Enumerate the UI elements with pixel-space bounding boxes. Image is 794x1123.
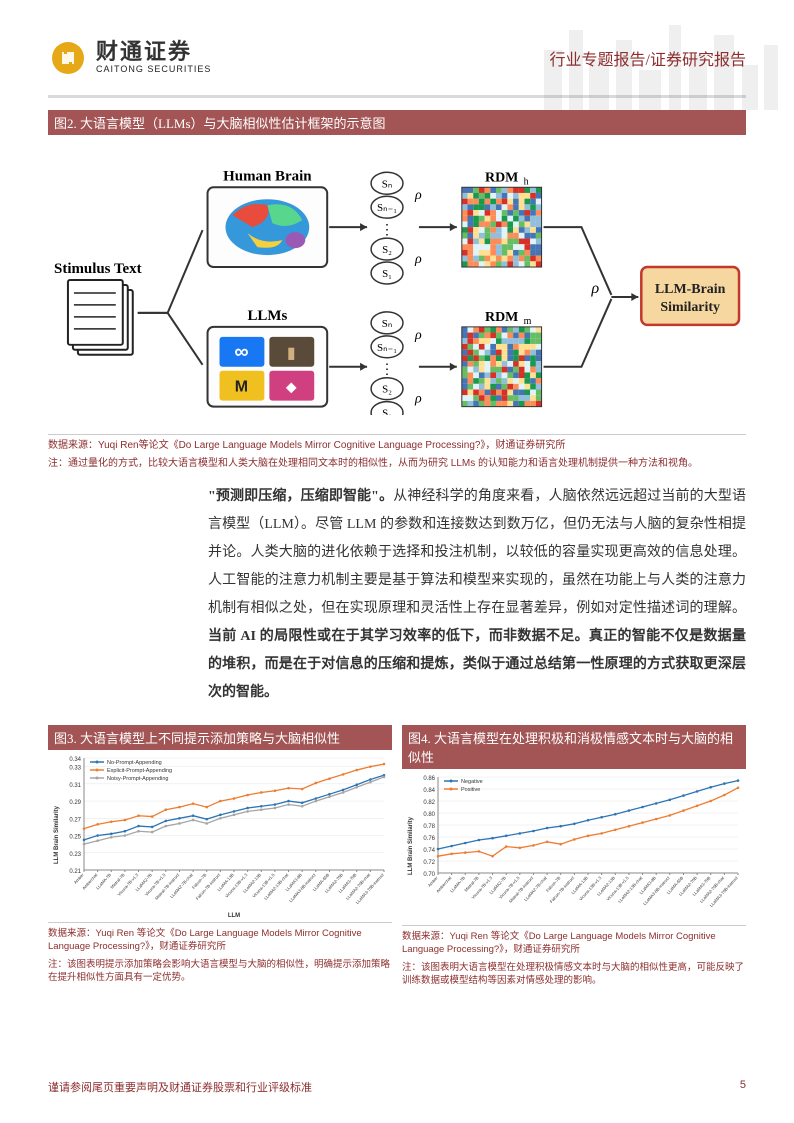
page-number: 5 [740,1079,746,1095]
svg-text:ρ: ρ [414,392,422,407]
figure4-chart: 0.700.720.740.760.780.800.820.840.86Ambe… [402,769,746,923]
figure2-diagram: Stimulus Text Human Brain LLMs ∞ ▮ M ◆ Sₙ Sₙ₋₁ ⋮ S… [48,135,746,432]
svg-text:h: h [524,176,529,187]
svg-text:LLM Brain Similarity: LLM Brain Similarity [408,816,414,875]
svg-text:⋮: ⋮ [380,361,394,377]
logo-icon [48,38,88,78]
svg-text:0.23: 0.23 [69,852,81,858]
svg-text:Sₙ: Sₙ [382,318,392,330]
svg-text:0.34: 0.34 [69,757,81,763]
svg-text:m: m [524,316,532,327]
svg-text:0.72: 0.72 [423,860,435,866]
figure3-note: 注：该图表明提示添加策略会影响大语言模型与大脑的相似性，明确提示添加策略在提升相… [48,958,392,985]
header-right: 行业专题报告/证券研究报告 [550,46,746,70]
figure4-title: 图4. 大语言模型在处理积极和消极情感文本时与大脑的相似性 [402,725,746,769]
figure2-source: 数据来源：Yuqi Ren等论文《Do Large Language Model… [48,439,746,453]
svg-text:Similarity: Similarity [660,300,720,315]
svg-text:Stimulus Text: Stimulus Text [54,261,142,277]
svg-text:0.78: 0.78 [423,824,435,830]
svg-text:0.80: 0.80 [423,812,435,818]
svg-text:Sₙ: Sₙ [382,178,392,190]
svg-text:∞: ∞ [234,341,248,363]
svg-text:0.33: 0.33 [69,766,81,772]
svg-text:0.76: 0.76 [423,836,435,842]
svg-text:0.27: 0.27 [69,817,81,823]
logo-cn: 财通证券 [96,40,211,64]
svg-text:▮: ▮ [287,345,296,362]
figure3-source: 数据来源：Yuqi Ren 等论文《Do Large Language Mode… [48,927,392,954]
svg-text:S₂: S₂ [382,244,392,256]
svg-text:0.25: 0.25 [69,835,81,841]
svg-text:Explicit-Prompt-Appending: Explicit-Prompt-Appending [107,768,172,774]
svg-text:Negative: Negative [461,779,483,785]
svg-text:No-Prompt-Appending: No-Prompt-Appending [107,760,162,766]
svg-text:0.84: 0.84 [423,788,435,794]
footer-disclaimer: 谨请参阅尾页重要声明及财通证券股票和行业评级标准 [48,1079,312,1095]
svg-text:0.82: 0.82 [423,800,435,806]
figure2-note: 注：通过量化的方式，比较大语言模型和人类大脑在处理相同文本时的相似性，从而为研究… [48,457,746,471]
logo-en: CAITONG SECURITIES [96,65,211,75]
svg-text:ρ: ρ [414,328,422,343]
svg-text:0.86: 0.86 [423,776,435,782]
svg-text:S₁: S₁ [382,408,392,415]
svg-text:◆: ◆ [286,379,297,395]
svg-text:Sₙ₋₁: Sₙ₋₁ [377,202,397,214]
svg-text:S₂: S₂ [382,384,392,396]
svg-text:Sₙ₋₁: Sₙ₋₁ [377,342,397,354]
logo-block: 财通证券 CAITONG SECURITIES [48,38,211,78]
svg-text:Human Brain: Human Brain [223,168,312,184]
figure3-chart: 0.210.230.250.270.290.310.330.34AmberAmb… [48,750,392,920]
svg-text:ρ: ρ [414,252,422,267]
svg-text:M: M [235,379,248,396]
svg-text:⋮: ⋮ [380,221,394,237]
svg-text:RDM: RDM [485,310,518,325]
figure4-source: 数据来源：Yuqi Ren 等论文《Do Large Language Mode… [402,930,746,957]
figure2-title: 图2. 大语言模型（LLMs）与大脑相似性估计框架的示意图 [48,110,746,135]
svg-text:0.31: 0.31 [69,783,81,789]
figure4-note: 注：该图表明大语言模型在处理积极情感文本时与大脑的相似性更高，可能反映了训练数据… [402,961,746,988]
svg-text:0.29: 0.29 [69,800,81,806]
svg-text:S₁: S₁ [382,268,392,280]
svg-text:Noisy-Prompt-Appending: Noisy-Prompt-Appending [107,776,168,782]
svg-text:ρ: ρ [590,280,599,297]
figure3-title: 图3. 大语言模型上不同提示添加策略与大脑相似性 [48,725,392,750]
svg-text:Positive: Positive [461,787,480,793]
svg-text:LLM-Brain: LLM-Brain [655,282,726,297]
svg-text:0.74: 0.74 [423,848,435,854]
svg-text:LLM: LLM [228,913,240,919]
svg-text:LLM Brain Similarity: LLM Brain Similarity [54,805,60,864]
body-paragraph: "预测即压缩，压缩即智能"。从神经科学的角度来看，人脑依然远远超过当前的大型语言… [208,483,746,707]
svg-text:RDM: RDM [485,170,518,185]
svg-text:LLMs: LLMs [247,308,287,324]
svg-text:ρ: ρ [414,188,422,203]
